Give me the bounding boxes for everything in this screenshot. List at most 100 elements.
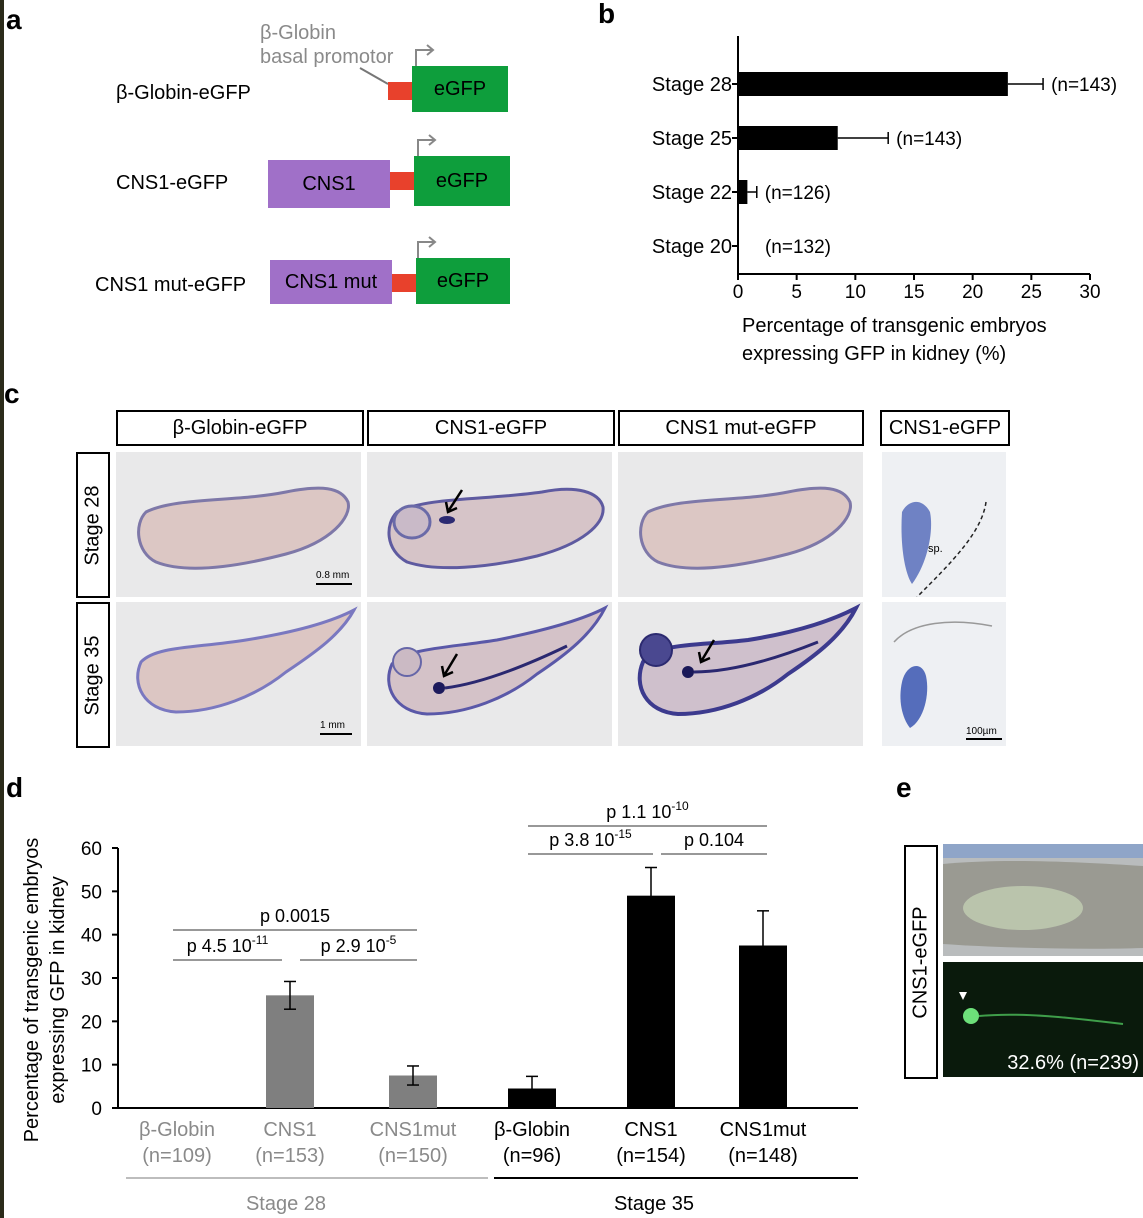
construct-label-cns1mut: CNS1 mut-eGFP: [95, 274, 247, 296]
row-label-stage28: Stage 28: [81, 484, 104, 566]
promoter-box-1: [388, 82, 414, 100]
promoter-label-line1: β-Globin: [260, 22, 336, 44]
x-tick-label: 25: [1021, 282, 1042, 303]
row-label-stage35: Stage 35: [81, 634, 104, 716]
n-label: (n=96): [503, 1145, 561, 1167]
scale-bar-1mm-label: 1 mm: [320, 720, 345, 731]
panel-c-header-bglobin: β-Globin-eGFP: [116, 410, 364, 446]
brightfield-drawing: [943, 844, 1143, 949]
left-edge-strip: [0, 0, 4, 1218]
embryo-drawing: [387, 604, 609, 716]
promoter-box-2: [390, 172, 416, 190]
y-tick-label: 30: [81, 969, 102, 990]
x-tick-label: 30: [1079, 282, 1100, 303]
panel-label-a: a: [6, 4, 22, 35]
y-tick-label: 50: [81, 882, 102, 903]
n-label: (n=154): [616, 1145, 686, 1167]
panel-e-label-box: CNS1-eGFP: [904, 845, 938, 1079]
panel-e-brightfield-photo: [943, 844, 1143, 956]
embryo-drawing: [639, 486, 852, 570]
x-axis-label: expressing GFP in kidney (%): [742, 343, 1006, 365]
pvalue-label: p 0.0015: [260, 906, 330, 926]
panel-c-header-cns1: CNS1-eGFP: [367, 410, 615, 446]
category-label: CNS1: [624, 1119, 677, 1141]
scale-bar-100um: 100µm: [966, 726, 1002, 740]
pvalue-label: p 3.8 10-15: [549, 827, 632, 850]
section-photo-st35: 100µm: [882, 602, 1006, 746]
embryo-photo-cns1mut-st35: [618, 602, 863, 746]
category-label: Stage 20: [652, 236, 732, 258]
category-label: CNS1: [263, 1119, 316, 1141]
y-axis-label: expressing GFP in kidney: [47, 876, 69, 1104]
y-tick-label: 40: [81, 926, 102, 947]
x-tick-label: 0: [733, 282, 744, 303]
group-label-stage28: Stage 28: [246, 1193, 326, 1215]
x-tick-label: 10: [845, 282, 866, 303]
cns1mut-box: CNS1 mut: [270, 260, 392, 304]
category-label: CNS1mut: [720, 1119, 807, 1141]
egfp-box-1: eGFP: [412, 66, 508, 112]
pvalue-label: p 4.5 10-11: [187, 933, 269, 956]
embryo-photo-cns1-st28: [367, 452, 612, 597]
embryo-photo-cns1-st35: [367, 602, 612, 746]
bar: [627, 895, 675, 1108]
fluorescence-drawing: [959, 992, 1124, 1025]
category-label: β-Globin: [494, 1119, 570, 1141]
y-axis-label: Percentage of transgenic embryos: [21, 838, 43, 1143]
construct-label-cns1: CNS1-eGFP: [116, 172, 229, 194]
embryo-drawing: [387, 487, 605, 570]
panel-e-caption: 32.6% (n=239): [1007, 1052, 1139, 1074]
y-tick-label: 20: [81, 1012, 102, 1033]
scale-bar-08mm: 0.8 mm: [316, 570, 352, 585]
n-label: (n=150): [378, 1145, 448, 1167]
panel-a-arrows: [359, 44, 437, 258]
n-label: (n=143): [896, 129, 962, 150]
panel-label-e: e: [896, 772, 912, 803]
n-label: (n=143): [1051, 75, 1117, 96]
panel-e-label: CNS1-eGFP: [909, 905, 932, 1019]
bar: [738, 72, 1008, 96]
egfp-box-2: eGFP: [414, 156, 510, 206]
embryo-photo-bglobin-st28: 0.8 mm: [116, 452, 361, 597]
scale-bar-1mm: 1 mm: [320, 720, 352, 735]
n-label: (n=153): [255, 1145, 325, 1167]
y-tick-label: 10: [81, 1056, 102, 1077]
bar: [266, 995, 314, 1108]
x-tick-label: 5: [791, 282, 802, 303]
scale-bar-100um-label: 100µm: [966, 726, 997, 737]
section-label-sp: sp.: [928, 543, 943, 555]
embryo-photo-bglobin-st35: 1 mm: [116, 602, 361, 746]
n-label: (n=109): [142, 1145, 212, 1167]
panel-c-header-section: CNS1-eGFP: [880, 410, 1010, 446]
panel-c-header-cns1mut: CNS1 mut-eGFP: [618, 410, 864, 446]
x-axis-label: Percentage of transgenic embryos: [742, 315, 1047, 337]
group-label-stage35: Stage 35: [614, 1193, 694, 1215]
egfp-box-3: eGFP: [416, 258, 510, 304]
panel-e-fluorescence-photo: 32.6% (n=239): [943, 962, 1143, 1077]
category-label: Stage 22: [652, 182, 732, 204]
category-label: Stage 28: [652, 74, 732, 96]
y-axis-label-group: Percentage of transgenic embryos expressi…: [21, 838, 69, 1143]
promoter-box-3: [392, 274, 418, 292]
y-tick-label: 0: [91, 1099, 102, 1120]
n-label: (n=126): [765, 183, 831, 204]
cns1-box: CNS1: [268, 160, 390, 208]
panel-c-row-stage35: Stage 35: [76, 602, 110, 748]
category-label: Stage 25: [652, 128, 732, 150]
panel-c-row-stage28: Stage 28: [76, 452, 110, 598]
scale-bar-08mm-label: 0.8 mm: [316, 570, 350, 581]
construct-label-bglobin: β-Globin-eGFP: [116, 82, 251, 104]
embryo-photo-cns1mut-st28: [618, 452, 863, 597]
embryo-drawing: [637, 603, 861, 717]
embryo-drawing: [137, 486, 350, 570]
panel-label-b: b: [598, 0, 616, 29]
pvalue-label: p 0.104: [684, 830, 744, 850]
panel-label-c: c: [4, 378, 20, 409]
x-tick-label: 20: [962, 282, 983, 303]
chart-d: 0 10 20 30 40 50 60 Percentage of transgenic em…: [21, 799, 858, 1215]
section-photo-st28: sp.: [882, 452, 1006, 597]
pvalue-label: p 2.9 10-5: [321, 933, 397, 956]
bar: [738, 126, 838, 150]
chart-b: 0 5 10 15 20 25 30 Stage 28 (n=143) Stage 25 (n=14…: [652, 36, 1117, 365]
category-label: β-Globin: [139, 1119, 215, 1141]
